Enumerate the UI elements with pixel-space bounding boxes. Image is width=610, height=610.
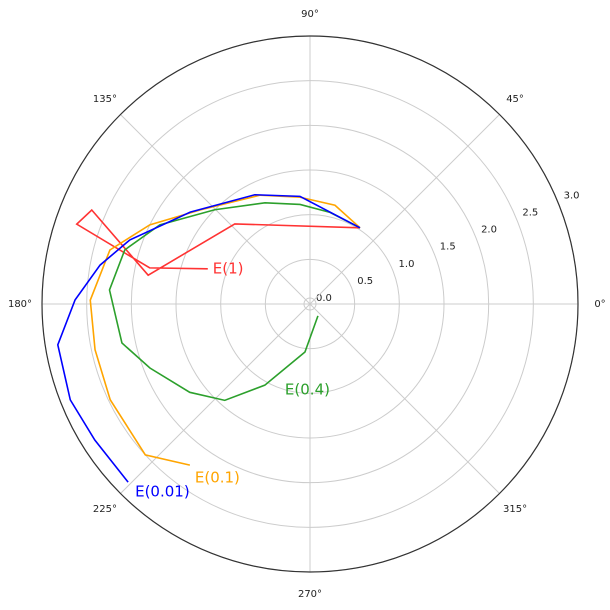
theta-tick-label: 270° [298, 589, 322, 600]
series-label: E(0.4) [285, 380, 330, 398]
r-tick-label: 2.5 [522, 208, 538, 219]
r-tick-label: 1.0 [399, 259, 415, 270]
series-label: E(0.01) [135, 483, 190, 501]
r-tick-label: 3.0 [564, 190, 580, 201]
series-line [89, 194, 361, 466]
theta-tick-label: 135° [93, 94, 117, 105]
r-tick-label: 2.0 [481, 225, 497, 236]
grid-spoke [309, 303, 500, 494]
theta-tick-label: 45° [506, 94, 524, 105]
theta-tick-label: 0° [594, 299, 605, 310]
theta-tick-label: 315° [503, 504, 527, 515]
series-label: E(0.1) [195, 469, 240, 487]
r-tick-label: 1.5 [440, 242, 456, 253]
r-tick-label: 0.5 [357, 276, 373, 287]
series-line [56, 193, 361, 483]
theta-tick-label: 90° [301, 9, 319, 20]
polar-spine [41, 35, 579, 573]
grid-spoke [309, 114, 500, 305]
r-tick-label: 0.0 [316, 293, 332, 304]
series-label: E(1) [213, 259, 244, 277]
theta-tick-label: 225° [93, 504, 117, 515]
series-line [75, 208, 361, 277]
series-line [108, 202, 361, 402]
theta-tick-label: 180° [8, 299, 32, 310]
